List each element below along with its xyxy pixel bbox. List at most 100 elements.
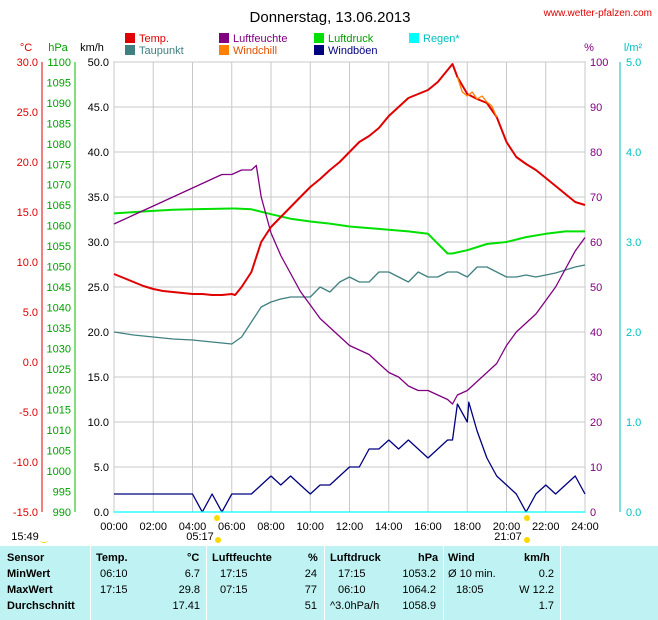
moon-time: 15:49 [11,531,39,543]
pressure-axis-tick: 1040 [47,302,71,314]
stats-wind-time: 18:05 [456,584,484,596]
legend-label-temp: Temp. [139,33,169,45]
x-tick-label: 00:00 [100,521,128,533]
stats-header-temp-unit: °C [187,552,200,564]
legend-label-windchill: Windchill [233,45,277,57]
stats-pressure-time: 06:10 [338,584,366,596]
source-link[interactable]: www.wetter-pfalzen.com [543,8,652,19]
x-tick-label: 02:00 [139,521,167,533]
humidity-axis-tick: 0 [590,507,596,519]
axes: 00:00 02:00 04:00 06:00 08:00 10:00 12:00 14:00… [13,57,641,533]
stats-header-temp: Temp. [96,552,128,564]
stats-divider [560,546,561,620]
stats-row-label: MinWert [7,568,51,580]
temp-axis-tick: -5.0 [19,407,38,419]
pressure-axis-tick: 990 [53,507,71,519]
stats-divider [90,546,91,620]
stats-divider [324,546,325,620]
legend: Temp. Luftfeuchte Luftdruck Regen* Taupu… [125,33,460,57]
temp-axis-tick: 20.0 [17,157,38,169]
stats-header-pressure-unit: hPa [418,552,439,564]
rain-axis-tick: 4.0 [626,147,641,159]
humidity-axis-tick: 30 [590,372,602,384]
stats-divider [206,546,207,620]
legend-swatch-dewpoint [125,45,135,55]
stats-divider [443,546,444,620]
unit-humidity: % [584,42,594,54]
x-tick-label: 10:00 [296,521,324,533]
temp-axis-tick: 0.0 [23,357,38,369]
pressure-axis-tick: 1065 [47,200,71,212]
x-tick-label: 24:00 [571,521,599,533]
pressure-axis-tick: 1080 [47,139,71,151]
sunrise-icon [214,515,220,521]
moon-icon [40,540,48,543]
humidity-axis-tick: 90 [590,102,602,114]
humidity-axis-tick: 80 [590,147,602,159]
pressure-axis-tick: 1090 [47,98,71,110]
wind-axis-tick: 15.0 [88,372,109,384]
pressure-axis-tick: 1085 [47,118,71,130]
humidity-axis-tick: 70 [590,192,602,204]
pressure-axis-tick: 1030 [47,343,71,355]
day-markers: 05:17 21:07 15:49 [11,515,530,543]
stats-pressure-value: 1058.9 [402,600,436,612]
humidity-axis-tick: 100 [590,57,608,69]
wind-axis-tick: 10.0 [88,417,109,429]
unit-pressure: hPa [48,42,68,54]
stats-header-wind-unit: km/h [524,552,550,564]
stats-wind-time: Ø 10 min. [448,568,496,580]
stats-temp-value: 6.7 [184,568,200,580]
humidity-axis-tick: 10 [590,462,602,474]
series-line-windben [114,401,586,513]
rain-axis-tick: 3.0 [626,237,641,249]
legend-label-pressure: Luftdruck [328,33,374,45]
wind-axis-tick: 50.0 [88,57,109,69]
pressure-axis-tick: 1020 [47,384,71,396]
wind-axis-tick: 5.0 [94,462,109,474]
pressure-axis-tick: 1055 [47,241,71,253]
stats-header-pressure: Luftdruck [330,552,381,564]
temp-axis-tick: -10.0 [13,457,38,469]
stats-temp-value: 17.41 [172,600,200,612]
legend-label-rain: Regen* [423,33,460,45]
stats-row-max: MaxWert 17:15 29.8 07:15 77 06:10 1064.2… [0,584,658,600]
legend-swatch-pressure [314,33,324,43]
stats-row-average: Durchschnitt 17.41 51 ^3.0hPa/h 1058.9 1… [0,600,658,616]
rain-axis-tick: 2.0 [626,327,641,339]
temp-axis-tick: 10.0 [17,257,38,269]
x-tick-label: 14:00 [375,521,403,533]
pressure-axis-tick: 1025 [47,364,71,376]
pressure-axis-tick: 1050 [47,262,71,274]
unit-speed: km/h [80,42,104,54]
humidity-axis-tick: 40 [590,327,602,339]
pressure-axis-tick: 1005 [47,446,71,458]
legend-swatch-windchill [219,45,229,55]
x-tick-label: 20:00 [493,521,521,533]
wind-axis-tick: 25.0 [88,282,109,294]
stats-pressure-value: 1064.2 [402,584,436,596]
series-line-windchill [456,76,498,118]
temp-axis-tick: 25.0 [17,107,38,119]
x-tick-label: 18:00 [453,521,481,533]
legend-swatch-humidity [219,33,229,43]
rain-axis-tick: 5.0 [626,57,641,69]
rain-axis-tick: 0.0 [626,507,641,519]
stats-header-humidity: Luftfeuchte [212,552,272,564]
sunset-icon [524,515,530,521]
legend-swatch-rain [409,33,419,43]
stats-wind-value: 0.2 [538,568,554,580]
wind-axis-tick: 20.0 [88,327,109,339]
series-line-luftdruck [113,207,585,255]
stats-humidity-value: 51 [304,600,317,612]
temp-axis-tick: 15.0 [17,207,38,219]
stats-row-label: Durchschnitt [7,600,75,612]
series-line-temp [113,63,586,296]
pressure-axis-tick: 1075 [47,159,71,171]
temp-axis-tick: 30.0 [17,57,38,69]
pressure-axis-tick: 1015 [47,405,71,417]
temp-axis-tick: 5.0 [23,307,38,319]
legend-swatch-gusts [314,45,324,55]
pressure-axis-tick: 1095 [47,77,71,89]
pressure-axis-tick: 1100 [47,57,71,69]
